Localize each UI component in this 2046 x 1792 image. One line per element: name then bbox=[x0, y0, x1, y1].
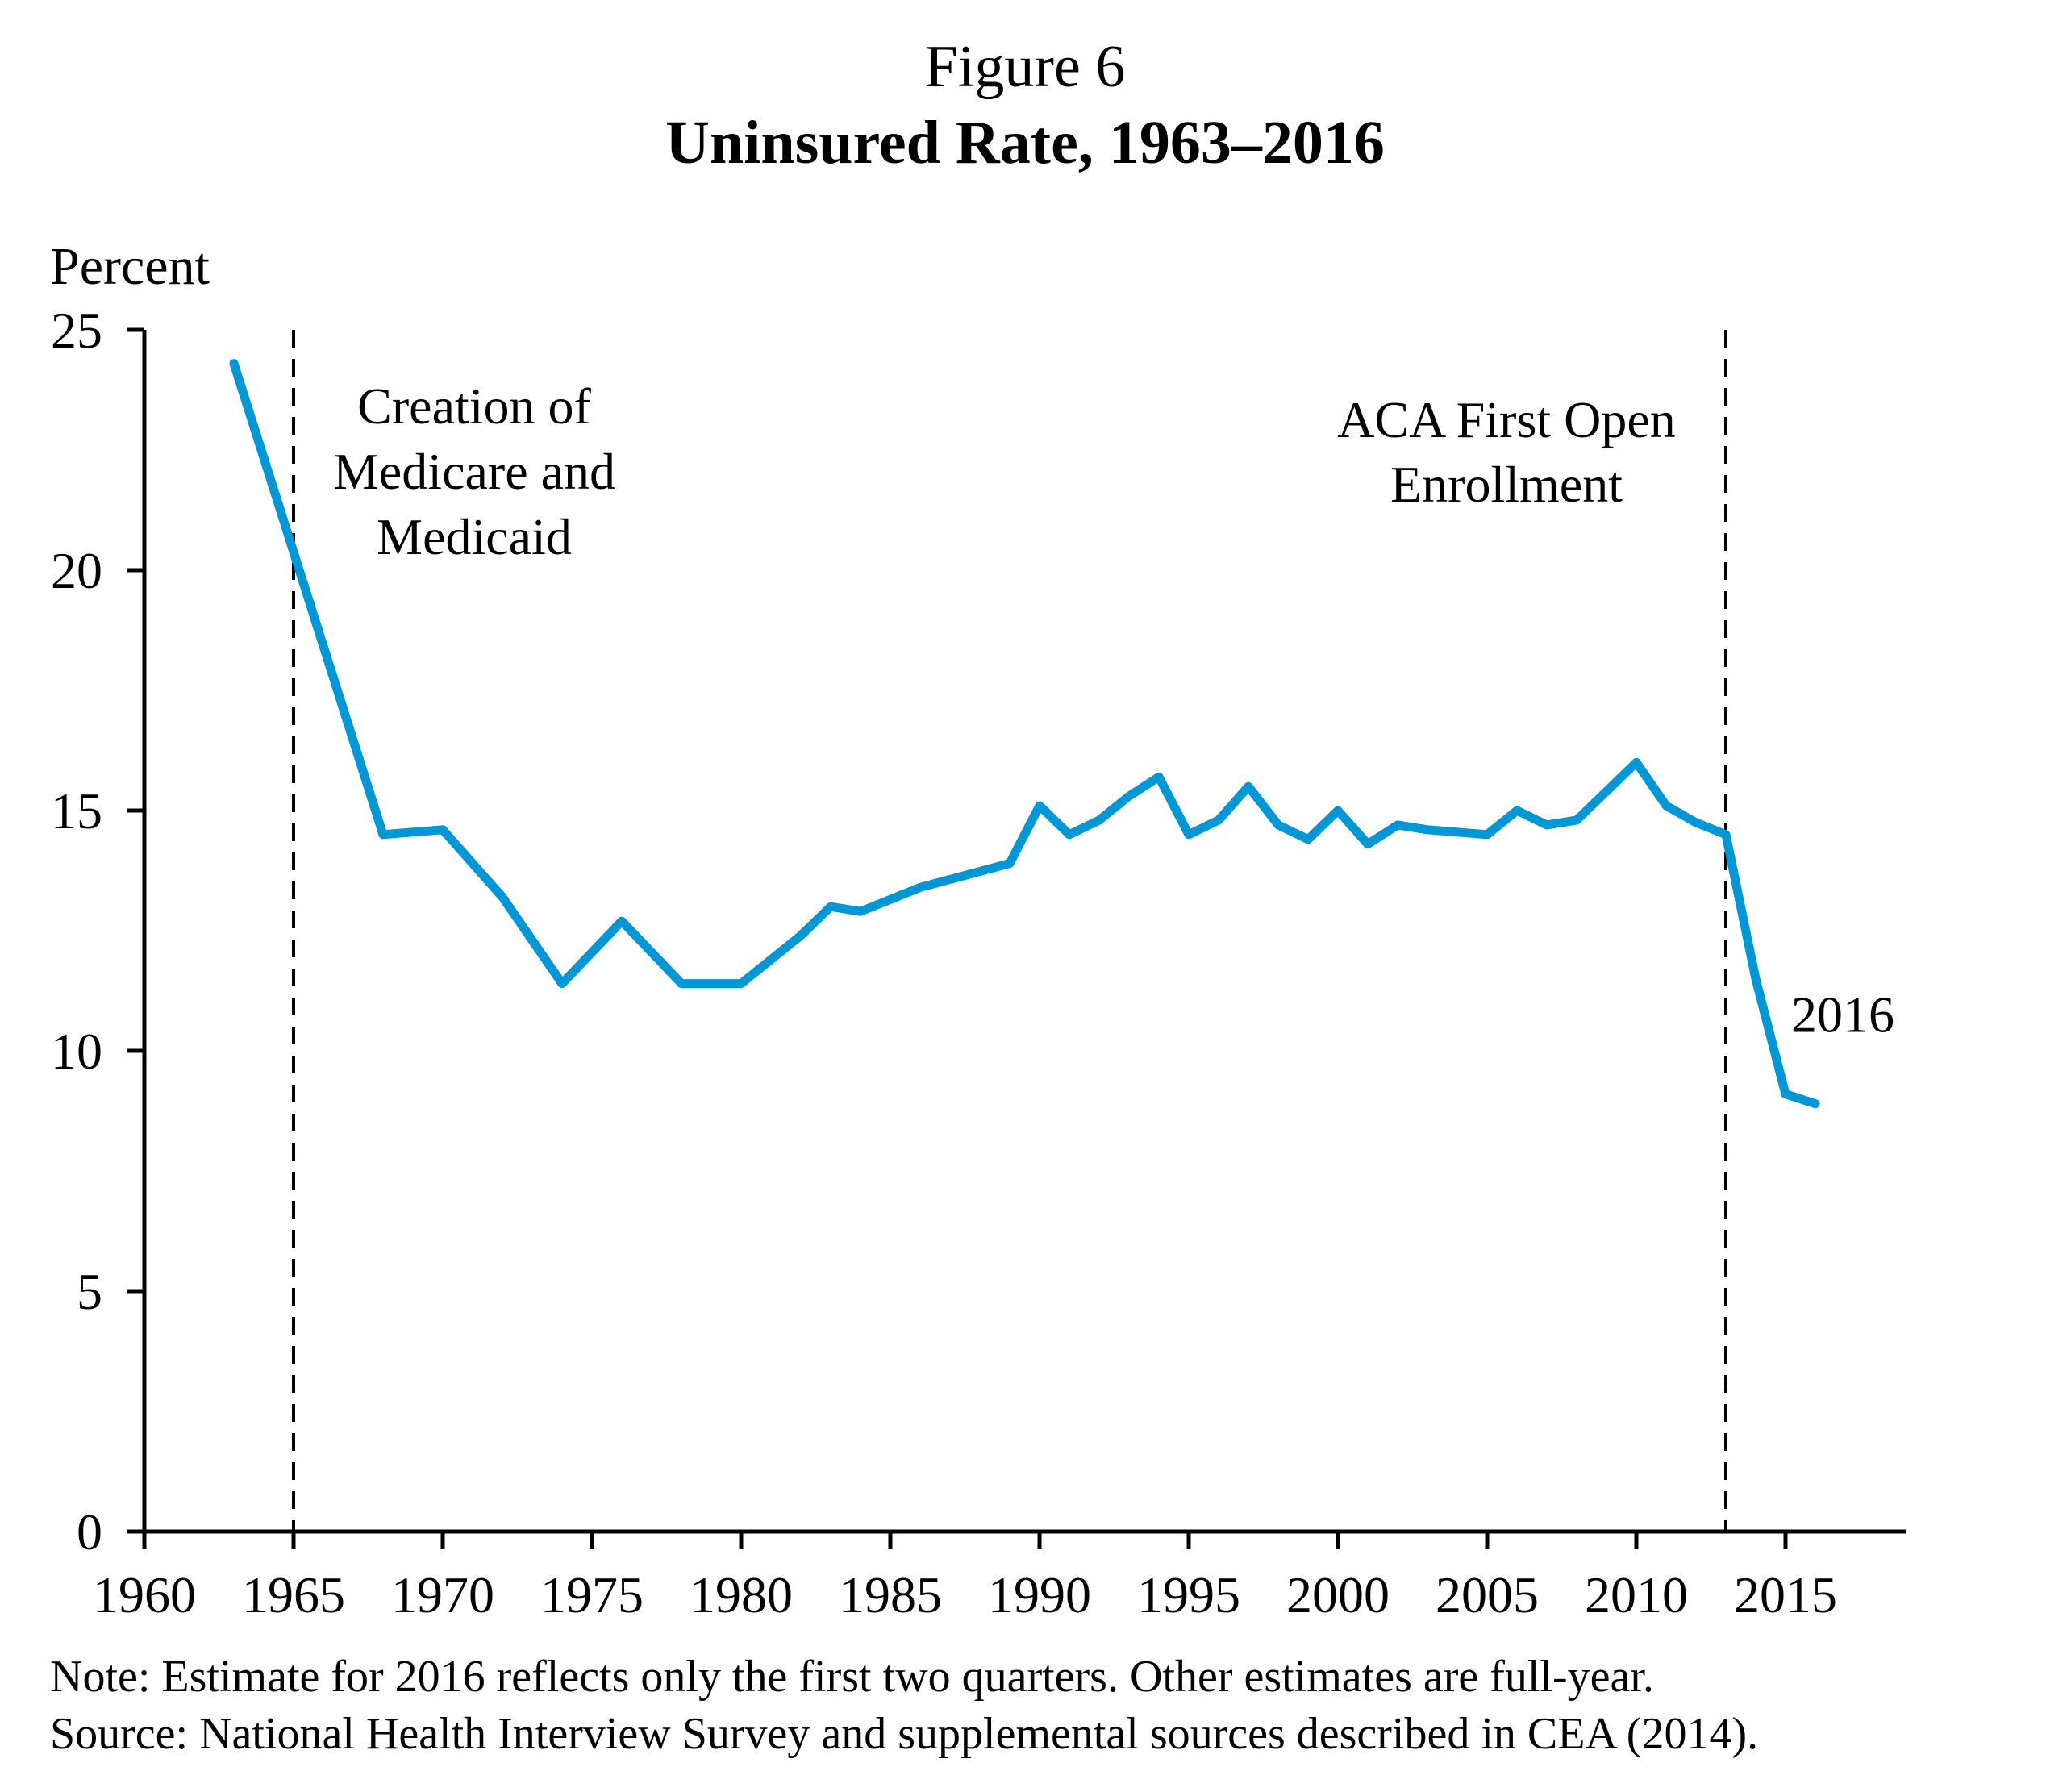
x-tick-label: 1995 bbox=[1137, 1566, 1240, 1623]
y-tick-label: 15 bbox=[51, 782, 102, 840]
x-tick-label: 2000 bbox=[1286, 1566, 1390, 1623]
y-ticks: 0 5 10 15 20 25 bbox=[51, 302, 144, 1561]
chart-note: Note: Estimate for 2016 reflects only th… bbox=[50, 1652, 1654, 1702]
chart-title: Uninsured Rate, 1963–2016 bbox=[665, 109, 1385, 177]
x-tick-label: 2010 bbox=[1585, 1566, 1688, 1623]
annotation-medicare-medicaid: Creation of Medicare and Medicaid bbox=[333, 377, 615, 565]
x-tick-label: 1980 bbox=[690, 1566, 793, 1623]
y-tick-label: 10 bbox=[51, 1023, 102, 1080]
annotation-line: Creation of bbox=[357, 377, 591, 435]
annotation-2016-label: 2016 bbox=[1791, 986, 1894, 1043]
annotation-line: Medicare and bbox=[333, 443, 615, 500]
x-tick-label: 1990 bbox=[988, 1566, 1091, 1623]
x-tick-label: 1970 bbox=[391, 1566, 494, 1623]
annotation-line: Enrollment bbox=[1390, 456, 1623, 513]
series-line bbox=[229, 359, 1820, 1109]
figure-label: Figure 6 bbox=[925, 34, 1126, 100]
y-tick-label: 20 bbox=[51, 542, 102, 599]
x-tick-label: 1965 bbox=[242, 1566, 345, 1623]
series-group bbox=[229, 359, 1820, 1109]
y-tick-label: 25 bbox=[51, 302, 102, 359]
x-tick-label: 1960 bbox=[93, 1566, 196, 1623]
chart-source: Source: National Health Interview Survey… bbox=[50, 1709, 1758, 1759]
annotation-line: Medicaid bbox=[377, 508, 572, 565]
x-tick-label: 1985 bbox=[839, 1566, 942, 1623]
annotation-aca-open-enrollment: ACA First Open Enrollment bbox=[1337, 391, 1676, 513]
reference-lines bbox=[292, 330, 1727, 1532]
y-tick-label: 0 bbox=[77, 1503, 102, 1561]
x-tick-label: 2015 bbox=[1734, 1566, 1837, 1623]
x-tick-label: 1975 bbox=[540, 1566, 644, 1623]
y-tick-label: 5 bbox=[77, 1263, 102, 1320]
y-axis-label: Percent bbox=[50, 237, 210, 296]
x-tick-label: 2005 bbox=[1436, 1566, 1539, 1623]
annotation-line: ACA First Open bbox=[1337, 391, 1676, 448]
x-ticks: 1960 1965 1970 1975 1980 1985 1990 1995 2000 2005… bbox=[93, 1532, 1837, 1623]
